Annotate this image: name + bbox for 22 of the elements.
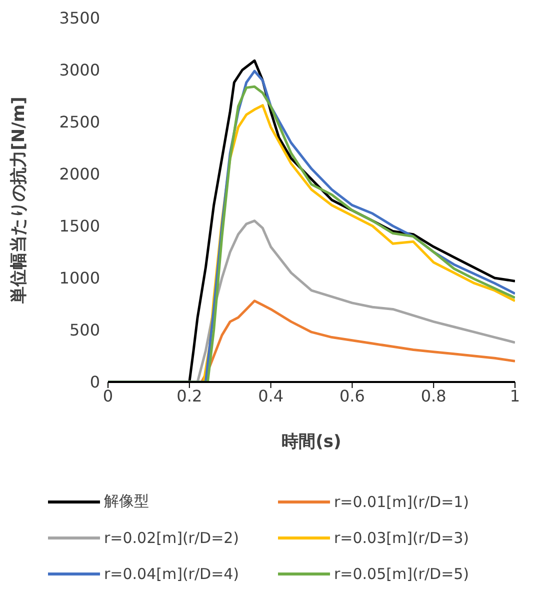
x-tick-label: 0.8	[420, 386, 446, 406]
y-tick-label: 1000	[59, 268, 100, 288]
x-tick-label: 0.4	[258, 386, 284, 406]
legend-label: r=0.04[m](r/D=4)	[104, 565, 240, 583]
x-tick-label: 0	[102, 386, 114, 406]
x-axis-title: 時間(s)	[282, 432, 342, 452]
x-tick-label: 0.6	[339, 386, 365, 406]
y-tick-label: 500	[69, 320, 100, 340]
x-tick-label: 0.2	[176, 386, 202, 406]
y-tick-label: 3000	[59, 60, 100, 80]
y-axis-title: 単位幅当たりの抗力[N/m]	[9, 96, 30, 304]
legend-label: r=0.02[m](r/D=2)	[104, 529, 240, 547]
legend-label: r=0.03[m](r/D=3)	[334, 529, 470, 547]
y-tick-label: 2000	[59, 164, 100, 184]
y-tick-label: 1500	[59, 216, 100, 236]
legend-label: r=0.01[m](r/D=1)	[334, 492, 470, 510]
y-tick-label: 3500	[59, 8, 100, 28]
x-tick-label: 1	[510, 386, 520, 406]
legend-label: r=0.05[m](r/D=5)	[334, 565, 470, 583]
y-tick-label: 0	[90, 372, 100, 392]
legend-label: 解像型	[104, 492, 149, 511]
y-tick-label: 2500	[59, 112, 100, 132]
